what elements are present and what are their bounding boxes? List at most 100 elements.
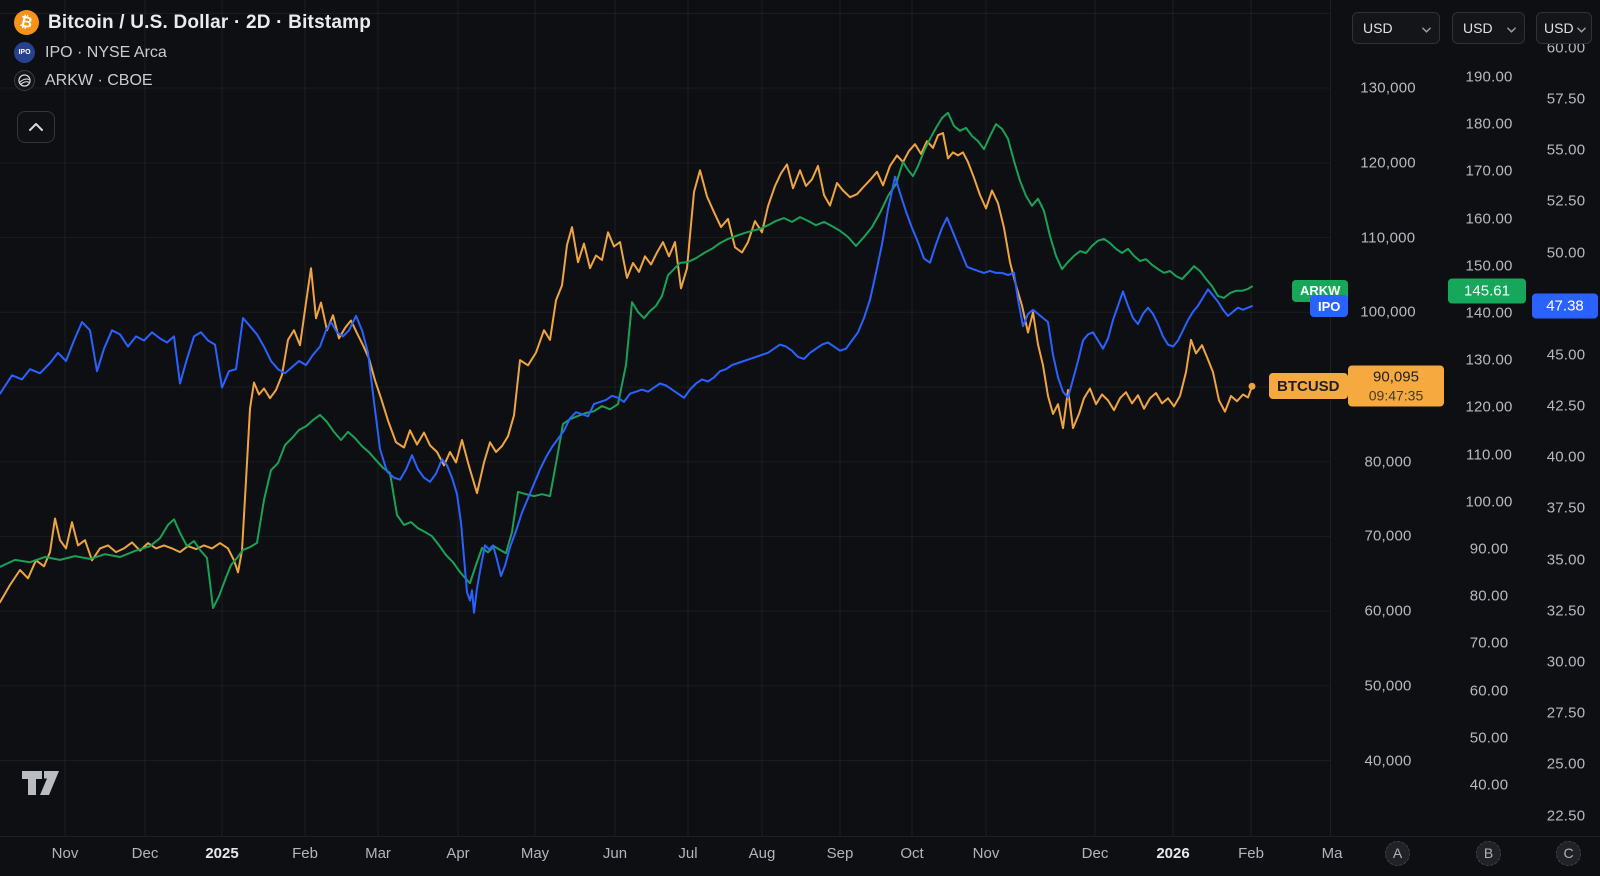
time-axis-separator (0, 836, 1600, 837)
price-tick-label: 25.00 (1546, 755, 1586, 773)
chart-pane[interactable] (0, 0, 1330, 836)
time-tick-label: Dec (131, 845, 159, 862)
last-price-dot (1248, 382, 1256, 390)
price-tick-label: 32.50 (1546, 602, 1586, 620)
chevron-down-icon (1507, 20, 1516, 36)
price-tick-label: 110,000 (1360, 229, 1416, 247)
price-tick-label: 150.00 (1465, 257, 1513, 275)
tradingview-logo[interactable] (22, 770, 62, 801)
price-tick-label: 70,000 (1364, 527, 1412, 545)
price-tick-label: 40,000 (1364, 752, 1412, 769)
chevron-up-icon (29, 123, 43, 131)
price-tick-label: 140.00 (1465, 304, 1513, 322)
time-tick-label: Jun (602, 845, 628, 862)
time-tick-label: Nov (972, 845, 1000, 862)
bitcoin-icon: ₿ (14, 10, 39, 35)
collapse-legend-button[interactable] (17, 111, 55, 143)
price-tick-label: 180.00 (1465, 115, 1513, 133)
price-tick-label: 50.00 (1546, 244, 1586, 261)
price-scale-separator[interactable] (1330, 0, 1331, 836)
time-axis[interactable]: Nov Dec 2025 Feb Mar Apr May Jun Jul Aug Sep Oct Nov… (0, 837, 1600, 876)
price-tick-label: 57.50 (1546, 90, 1586, 108)
time-tick-label: 2026 (1156, 845, 1190, 862)
compare-symbol-row-ipo[interactable]: IPO IPO · NYSE Arca (14, 42, 371, 63)
price-tick-label: 170.00 (1465, 162, 1513, 180)
scale-toggle-button-b[interactable]: B (1476, 841, 1501, 866)
price-tick-label: 35.00 (1546, 551, 1586, 569)
price-tick-label: 120,000 (1360, 154, 1416, 172)
price-tick-label: 37.50 (1546, 499, 1586, 517)
price-tick-label: 100.00 (1465, 493, 1513, 511)
price-scale-arkw[interactable]: 190.00 180.00 170.00 160.00 150.00 140.00 130.… (1446, 0, 1532, 836)
price-scale-btcusd[interactable]: 130,000 120,000 110,000 100,000 80,000 70,000… (1331, 0, 1445, 836)
price-tick-label: 70.00 (1469, 634, 1509, 652)
time-tick-label: Oct (900, 845, 924, 862)
price-tick-label: 22.50 (1546, 807, 1586, 824)
bar-countdown: 09:47:35 (1368, 387, 1424, 404)
chevron-down-icon (1577, 20, 1586, 36)
time-tick-label: Nov (51, 845, 79, 862)
currency-dropdown-btc[interactable]: USD (1352, 12, 1440, 44)
price-scale-ipo[interactable]: 60.00 57.50 55.00 52.50 50.00 45.00 42.50 40.00… (1532, 0, 1600, 836)
price-tick-label: 50,000 (1364, 677, 1412, 695)
tradingview-logo-glyph (22, 771, 59, 795)
series-line-arkw (0, 111, 1253, 609)
currency-dropdown-ipo[interactable]: USD (1536, 12, 1592, 44)
price-tick-label: 55.00 (1546, 141, 1586, 159)
time-tick-label: Mar (365, 845, 391, 862)
scale-toggle-button-a[interactable]: A (1385, 841, 1410, 866)
price-tick-label: 100,000 (1360, 303, 1416, 321)
price-tick-label: 52.50 (1546, 192, 1586, 210)
price-tick-label: 40.00 (1546, 448, 1586, 466)
currency-dropdown-value: USD (1363, 20, 1393, 36)
currency-dropdown-arkw[interactable]: USD (1452, 12, 1525, 44)
price-tick-label: 160.00 (1465, 210, 1513, 228)
compare-symbol-row-arkw[interactable]: ARKW · CBOE (14, 70, 371, 91)
scale-toggle-button-c[interactable]: C (1556, 841, 1581, 866)
price-tick-label: 60,000 (1364, 602, 1412, 620)
time-tick-label: May (520, 845, 550, 862)
currency-dropdown-value: USD (1544, 20, 1574, 36)
arkw-last-price-label: 145.61 (1448, 278, 1526, 304)
time-tick-label: 2025 (205, 845, 239, 862)
price-tick-label: 110.00 (1466, 446, 1512, 464)
compare-symbol-label: ARKW · CBOE (45, 71, 153, 89)
time-tick-label: Feb (292, 845, 318, 862)
ipo-series-pill: IPO (1310, 295, 1349, 318)
ark-globe-glyph (18, 74, 31, 87)
time-tick-label: Sep (826, 845, 854, 862)
series-line-ipo (0, 175, 1253, 614)
btcusd-last-price-label: 90,095 09:47:35 (1348, 365, 1444, 407)
price-tick-label: 190.00 (1465, 68, 1513, 86)
time-tick-label: Dec (1081, 845, 1109, 862)
price-tick-label: 80.00 (1469, 587, 1509, 605)
price-tick-label: 60.00 (1469, 682, 1509, 700)
time-tick-label: Apr (446, 845, 470, 862)
time-tick-label: Ma (1321, 845, 1343, 862)
btcusd-last-price: 90,095 (1373, 368, 1419, 386)
compare-symbol-label: IPO · NYSE Arca (45, 43, 167, 61)
ark-etf-icon (14, 70, 35, 91)
ipo-etf-icon: IPO (14, 42, 35, 63)
price-tick-label: 90.00 (1469, 540, 1509, 558)
price-tick-label: 50.00 (1469, 729, 1509, 747)
price-tick-label: 130.00 (1465, 351, 1513, 369)
price-tick-label: 80,000 (1364, 453, 1412, 471)
chevron-down-icon (1422, 20, 1431, 36)
price-tick-label: 42.50 (1546, 397, 1586, 415)
time-tick-label: Aug (748, 845, 776, 862)
chart-canvas[interactable] (0, 0, 1330, 836)
chart-legend: ₿ Bitcoin / U.S. Dollar · 2D · Bitstamp … (14, 10, 371, 98)
price-tick-label: 40.00 (1469, 776, 1509, 794)
price-tick-label: 45.00 (1546, 346, 1586, 364)
time-tick-label: Feb (1238, 845, 1264, 862)
main-symbol-row[interactable]: ₿ Bitcoin / U.S. Dollar · 2D · Bitstamp (14, 10, 371, 35)
price-tick-label: 27.50 (1546, 704, 1586, 722)
ipo-last-price-label: 47.38 (1532, 293, 1598, 319)
main-symbol-title: Bitcoin / U.S. Dollar · 2D · Bitstamp (48, 11, 372, 33)
price-tick-label: 120.00 (1465, 398, 1513, 416)
series-line-btcusd (0, 132, 1253, 604)
price-tick-label: 130,000 (1360, 79, 1416, 97)
btcusd-series-pill: BTCUSD (1269, 373, 1348, 400)
